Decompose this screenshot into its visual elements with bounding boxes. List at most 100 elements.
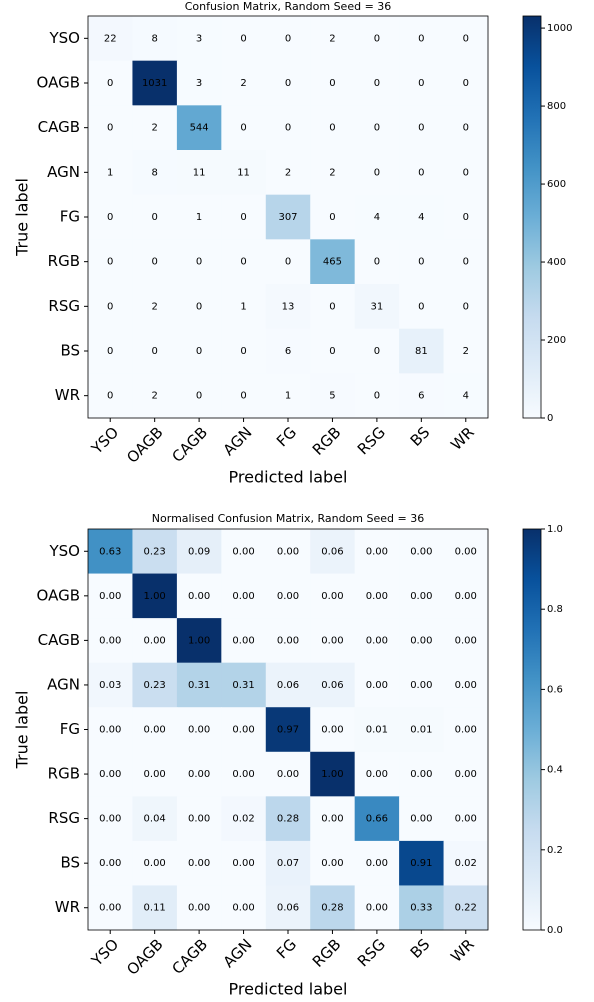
cell-label: 0.00	[455, 591, 477, 602]
y-tick-label: AGN	[47, 675, 80, 693]
heatmap-cell	[354, 885, 400, 931]
cell-label: 6	[285, 346, 291, 357]
heatmap-cell	[443, 885, 489, 931]
cell-label: 0.00	[277, 591, 299, 602]
heatmap-cell	[265, 105, 311, 151]
cell-label: 1	[240, 301, 246, 312]
heatmap-cell	[221, 105, 267, 151]
cell-label: 0	[463, 301, 469, 312]
cell-label: 2	[240, 78, 246, 89]
cell-label: 0.00	[366, 680, 388, 691]
colorbar-tick-label: 400	[547, 257, 566, 268]
cell-label: 1.00	[188, 635, 210, 646]
y-tick-label: FG	[60, 720, 80, 738]
heatmap-cell	[88, 796, 133, 842]
heatmap-cell	[310, 105, 356, 151]
x-tick-label: RGB	[309, 935, 345, 971]
cell-label: 0	[418, 257, 424, 268]
heatmap-cell	[176, 105, 222, 151]
x-axis-label: Predicted label	[229, 980, 348, 999]
heatmap-cell	[132, 150, 178, 196]
y-tick-label: CAGB	[38, 631, 80, 649]
cell-label: 0.00	[188, 903, 210, 914]
cell-label: 1	[196, 212, 202, 223]
heatmap-cell	[221, 662, 267, 708]
heatmap-cell	[132, 105, 178, 151]
x-tick-label: RGB	[309, 423, 345, 459]
cell-label: 3	[196, 33, 202, 44]
x-tick-label: YSO	[87, 423, 122, 458]
y-tick-label: RSG	[48, 297, 80, 315]
heatmap-cell	[310, 284, 356, 330]
cell-label: 0	[463, 257, 469, 268]
heatmap-cell	[443, 840, 489, 886]
heatmap-cell	[265, 529, 311, 575]
cell-label: 0.00	[188, 725, 210, 736]
heatmap-cell	[88, 840, 133, 886]
colorbar	[522, 15, 542, 419]
cell-label: 3	[196, 78, 202, 89]
heatmap-cell	[176, 840, 222, 886]
cell-label: 0.00	[455, 546, 477, 557]
cell-label: 0	[285, 78, 291, 89]
heatmap-cell	[265, 239, 311, 285]
heatmap-cell	[88, 60, 133, 106]
cell-label: 0.00	[232, 591, 254, 602]
cell-label: 2	[151, 301, 157, 312]
heatmap-cell	[399, 796, 445, 842]
cell-label: 0.28	[321, 903, 343, 914]
cell-label: 11	[193, 167, 206, 178]
cell-label: 0	[285, 257, 291, 268]
cell-label: 0	[107, 346, 113, 357]
cell-label: 1	[107, 167, 113, 178]
cell-label: 0.11	[144, 903, 166, 914]
heatmap-cell	[265, 284, 311, 330]
heatmap-cell	[176, 796, 222, 842]
heatmap-cell	[354, 529, 400, 575]
heatmap-cell	[354, 328, 400, 374]
heatmap-cell	[354, 60, 400, 106]
cell-label: 0.00	[99, 725, 121, 736]
cell-label: 0.91	[410, 858, 432, 869]
cell-label: 0	[240, 212, 246, 223]
cell-label: 0.28	[277, 814, 299, 825]
heatmap-cell	[88, 328, 133, 374]
heatmap-cell	[221, 618, 267, 664]
heatmap-cell	[221, 16, 267, 62]
heatmap-cell	[176, 529, 222, 575]
cell-label: 0	[463, 167, 469, 178]
cell-label: 0	[240, 346, 246, 357]
cell-label: 0	[196, 301, 202, 312]
x-tick-label: RSG	[354, 423, 389, 458]
heatmap-cell	[132, 194, 178, 240]
heatmap-cell	[310, 840, 356, 886]
heatmap-cell	[176, 885, 222, 931]
cell-label: 0.00	[321, 725, 343, 736]
heatmap-cell	[132, 284, 178, 330]
heatmap-cell	[354, 16, 400, 62]
colorbar-tick-label: 0.4	[547, 765, 563, 776]
heatmap-cell	[310, 529, 356, 575]
cell-label: 0.00	[188, 858, 210, 869]
cell-label: 0.06	[321, 546, 343, 557]
heatmap-cell	[265, 573, 311, 619]
colorbar-tick-label: 0.8	[547, 604, 563, 615]
heatmap-cell	[310, 707, 356, 753]
cell-label: 0.00	[99, 903, 121, 914]
cell-label: 0.00	[232, 903, 254, 914]
cell-label: 0	[329, 212, 335, 223]
x-axis-label: Predicted label	[229, 468, 348, 487]
cell-label: 4	[463, 391, 469, 402]
x-tick-label: YSO	[87, 935, 122, 970]
heatmap-cell	[132, 239, 178, 285]
cell-label: 0.01	[410, 725, 432, 736]
heatmap-cell	[354, 194, 400, 240]
cell-label: 0.22	[455, 903, 477, 914]
cell-label: 0.33	[410, 903, 432, 914]
heatmap-cell	[88, 707, 133, 753]
cell-label: 13	[282, 301, 295, 312]
heatmap-cell	[354, 840, 400, 886]
y-tick-label: RGB	[48, 765, 80, 783]
cell-label: 0.00	[366, 635, 388, 646]
